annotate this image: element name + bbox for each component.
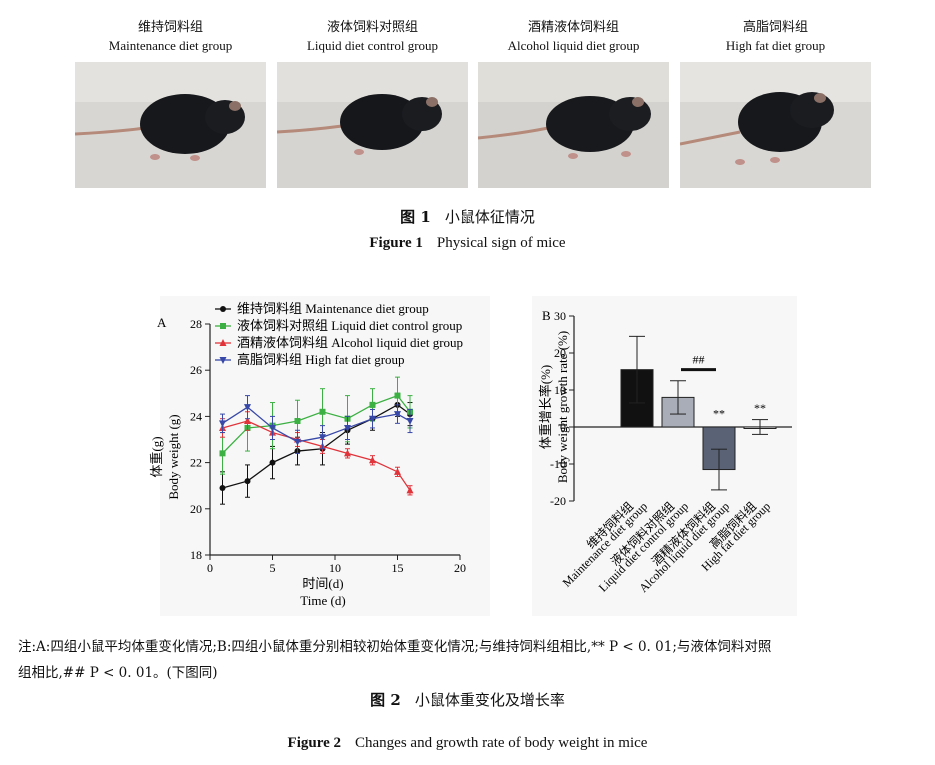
legend-marker [220,323,226,329]
legend-marker [220,306,226,312]
data-point [244,417,251,425]
chart-a-panel-label: A [157,315,167,330]
chart-a-ylabel-en: Body weight (g) [166,414,181,499]
photo-label-en: Liquid diet control group [306,38,439,53]
chart-a-ytick-label: 24 [190,409,202,423]
mouse-photo-liquid-control [277,62,468,188]
photo-panel-maintenance: 维持饲料组 Maintenance diet group [75,14,266,188]
figure1-caption-en: Figure 1 Physical sign of mice [0,235,935,252]
data-point [394,392,401,399]
chart-a-body-weight: A 18 20 22 24 26 28 0 5 10 15 20 维持饲料组 Maintenance… [149,296,490,616]
data-point [394,467,401,475]
mouse-photo-maintenance [75,62,266,188]
legend-marker [219,339,227,346]
chart-b-ylabel-en: Body weight growth rate (%) [555,331,570,483]
photo-label-en: Alcohol liquid diet group [507,38,640,53]
legend-entry: 酒精液体饲料组 Alcohol liquid diet group [237,335,463,350]
chart-a-xlabel-cn: 时间(d) [302,576,343,591]
data-point [369,456,376,464]
chart-a-xlabel-en: Time (d) [300,593,345,608]
data-point [406,486,414,494]
figure2-title-en: Changes and growth rate of body weight i… [355,735,648,751]
figure2-title-cn: 小鼠体重变化及增长率 [414,691,565,709]
chart-b-ytick-label: -10 [550,457,566,471]
data-point [269,459,276,466]
legend-entry: 高脂饲料组 High fat diet group [237,352,405,367]
figure2-caption-cn: 图 2 小鼠体重变化及增长率 [0,689,935,710]
chart-b-ylabel-cn: 体重增长率(%) [538,365,553,450]
chart-a-xtick-label: 5 [270,561,276,575]
figure2-caption-en: Figure 2 Changes and growth rate of body … [0,735,935,752]
chart-b-ytick-label: 0 [560,420,566,434]
data-point [369,401,376,408]
figure1-number-en: Figure 1 [369,235,423,251]
chart-a-ylabel-cn: 体重(g) [149,436,164,477]
figure1-caption-cn: 图 1 小鼠体征情况 [0,206,935,227]
data-point [344,424,351,432]
legend-entry: 维持饲料组 Maintenance diet group [237,301,429,316]
significance-label: ** [754,401,766,415]
data-point [394,411,401,419]
chart-b-ytick-label: -20 [550,494,566,508]
figure1-title-en: Physical sign of mice [436,235,566,251]
figure2-number-cn: 图 2 [370,691,401,709]
chart-b-ytick-label: 20 [554,346,566,360]
photo-panel-high-fat: 高脂饲料组 High fat diet group [680,14,871,188]
photo-panel-liquid-control: 液体饲料对照组 Liquid diet control group [277,14,468,188]
photo-label-en: Maintenance diet group [108,38,233,53]
data-point [244,404,251,412]
chart-a-series-3 [219,395,414,454]
chart-a-legend: 维持饲料组 Maintenance diet group 液体饲料对照组 Liqu… [215,301,463,367]
chart-a-series [219,376,414,505]
chart-a-xtick-label: 20 [454,561,466,575]
legend-entry: 液体饲料对照组 Liquid diet control group [237,318,462,333]
chart-a-ytick-label: 22 [190,456,202,470]
chart-a-ytick-label: 20 [190,502,202,516]
data-point [219,450,226,457]
chart-b-bars: ** ** ## [620,335,777,491]
figure1-photo-grid: 维持饲料组 Maintenance diet group 液体饲料对照组 Liq… [75,14,871,188]
figure1-number-cn: 图 1 [400,208,431,226]
photo-label-cn: 酒精液体饲料组 [527,20,619,35]
photo-label-cn: 液体饲料对照组 [326,20,418,35]
chart-a-ytick-label: 18 [190,548,202,562]
photo-label-cn: 高脂饲料组 [742,20,808,35]
photo-panel-alcohol: 酒精液体饲料组 Alcohol liquid diet group [478,14,669,188]
bracket-label: ## [693,353,705,367]
data-point [244,478,251,485]
chart-a-xtick-label: 15 [392,561,404,575]
chart-a-xtick-label: 0 [207,561,213,575]
data-point [219,420,226,428]
chart-a-ytick-label: 28 [190,317,202,331]
note-line-2: 组相比,## P < 0. 01。(下图同) [18,665,218,681]
data-point [406,418,414,426]
data-point [269,424,276,432]
chart-a-xtick-label: 10 [329,561,341,575]
mouse-photo-high-fat [680,62,871,188]
photo-label-en: High fat diet group [725,38,826,53]
chart-a-ytick-label: 26 [190,363,202,377]
note-line-1: 注:A:四组小鼠平均体重变化情况;B:四组小鼠体重分别相较初始体重变化情况;与维… [18,639,772,655]
data-point [294,438,301,446]
data-point [219,485,226,492]
mouse-photo-alcohol [478,62,669,188]
data-point [344,449,351,457]
chart-b-panel-label: B [542,308,551,323]
figure2-number-en: Figure 2 [287,735,342,751]
photo-label-cn: 维持饲料组 [137,20,203,35]
data-point [294,418,301,425]
chart-b-ytick-label: 10 [554,383,566,397]
data-point [319,408,326,415]
chart-b-ytick-label: 30 [554,309,566,323]
figure1-title-cn: 小鼠体征情况 [444,208,535,226]
figure2-note: 注:A:四组小鼠平均体重变化情况;B:四组小鼠体重分别相较初始体重变化情况;与维… [18,634,923,686]
chart-a-axes: 18 20 22 24 26 28 0 5 10 15 20 [190,317,466,575]
legend-marker [219,357,227,364]
significance-label: ** [713,406,725,420]
chart-b-axes: -20 -10 0 10 20 30 [550,309,792,508]
data-point [369,415,376,423]
data-point [319,434,326,442]
